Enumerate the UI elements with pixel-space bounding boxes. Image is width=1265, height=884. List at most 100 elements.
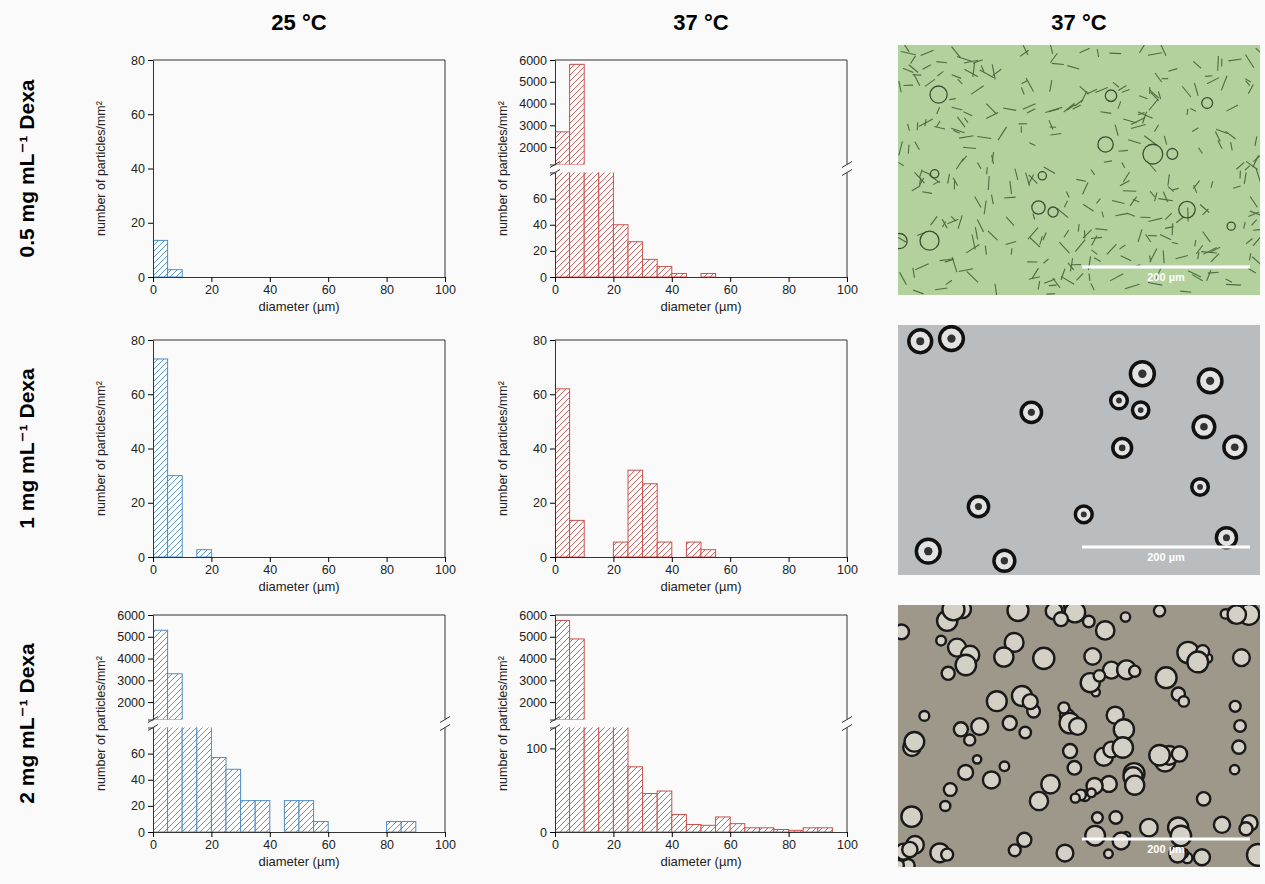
- particle: [898, 625, 909, 640]
- particle: [898, 860, 904, 867]
- crystal: [1203, 232, 1211, 243]
- tick-mark: [730, 557, 731, 562]
- image-background: [898, 325, 1260, 575]
- crystal: [1163, 191, 1168, 202]
- bar: [599, 728, 614, 833]
- crystal: [1061, 269, 1065, 280]
- crystal: [1045, 109, 1059, 113]
- x-axis-title: diameter (µm): [660, 854, 741, 869]
- crystal: [1131, 118, 1145, 125]
- tick-mark: [148, 503, 153, 504]
- micrograph: 200 µm: [898, 325, 1260, 575]
- particle: [1194, 849, 1210, 865]
- tick-label: 20: [205, 838, 219, 852]
- bar: [818, 277, 833, 278]
- crystal: [959, 136, 973, 138]
- particle: [1125, 776, 1144, 795]
- tick-label: 3000: [519, 119, 547, 133]
- crystal: [914, 74, 920, 86]
- crystal: [1128, 140, 1140, 144]
- axis: 0100: [526, 728, 555, 840]
- particle: [1230, 765, 1239, 774]
- tick-label: 80: [380, 838, 394, 852]
- particle: [940, 801, 950, 811]
- bar: [789, 277, 804, 278]
- crystal: [1078, 224, 1080, 232]
- tick-label: 20: [131, 496, 145, 510]
- bar: [555, 132, 570, 165]
- bar: [343, 557, 358, 558]
- particle: [1154, 605, 1165, 616]
- crystal: [1231, 142, 1233, 150]
- bar: [613, 542, 628, 557]
- tick-label: 60: [322, 563, 336, 577]
- crystal: [1139, 96, 1147, 99]
- particle: [1019, 727, 1031, 739]
- tick-label: 20: [205, 283, 219, 297]
- crystal: [1192, 128, 1198, 132]
- tick-label: 40: [533, 218, 547, 232]
- particle: [1167, 149, 1178, 160]
- panel: 020406080020406080100diameter (µm)number…: [94, 54, 456, 315]
- particle: [1228, 605, 1246, 623]
- tick-mark: [387, 557, 388, 562]
- crystal: [1198, 252, 1199, 259]
- crystal: [1052, 63, 1064, 64]
- particle: [1233, 649, 1250, 666]
- bar: [584, 728, 599, 833]
- particle: [1149, 745, 1170, 766]
- axis: 020406080: [533, 334, 555, 565]
- tick: 20: [131, 216, 153, 230]
- crystal: [1164, 136, 1166, 145]
- panel: 010020003000400050006000020406080100diam…: [496, 0, 858, 869]
- particle: [1075, 506, 1092, 523]
- bar: [357, 557, 372, 558]
- scale-bar: [1082, 546, 1250, 549]
- tick: 80: [533, 334, 555, 348]
- tick: 80: [782, 557, 796, 577]
- crystal: [1049, 285, 1057, 287]
- bar: [584, 173, 599, 278]
- particle-core: [1081, 511, 1087, 517]
- tick-mark: [328, 832, 329, 837]
- tick: 0: [150, 277, 157, 297]
- particle: [1110, 811, 1123, 824]
- crystal: [1119, 245, 1125, 249]
- bar: [197, 728, 212, 833]
- tick: 80: [131, 54, 153, 68]
- crystal: [1122, 163, 1125, 168]
- bar: [430, 832, 445, 833]
- crystal: [1118, 101, 1121, 108]
- crystal: [903, 45, 909, 52]
- crystal: [1006, 217, 1014, 226]
- particle: [1104, 850, 1113, 859]
- tick: 0: [552, 557, 559, 577]
- crystal: [1160, 45, 1166, 56]
- crystal: [1028, 174, 1033, 184]
- tick: 5000: [117, 630, 153, 644]
- crystal: [1044, 259, 1049, 263]
- particle: [994, 550, 1015, 571]
- bar: [299, 557, 314, 558]
- bar: [211, 277, 226, 278]
- crystal: [1150, 191, 1155, 197]
- tick: 60: [131, 747, 153, 761]
- crystal: [1083, 230, 1092, 238]
- tick-label: 40: [263, 563, 277, 577]
- crystal: [948, 174, 950, 184]
- crystal: [1064, 201, 1067, 208]
- tick-label: 0: [138, 826, 145, 840]
- crystal: [1043, 232, 1046, 240]
- crystal: [975, 227, 977, 239]
- bar: [416, 557, 431, 558]
- crystal: [957, 117, 965, 127]
- particle: [898, 233, 907, 248]
- bar: [599, 173, 614, 278]
- bar: [657, 791, 672, 832]
- particle-core: [1116, 398, 1122, 404]
- bar: [657, 267, 672, 277]
- crystal: [1180, 291, 1191, 292]
- crystal: [1104, 161, 1112, 162]
- particle: [942, 667, 955, 680]
- tick: 40: [263, 277, 277, 297]
